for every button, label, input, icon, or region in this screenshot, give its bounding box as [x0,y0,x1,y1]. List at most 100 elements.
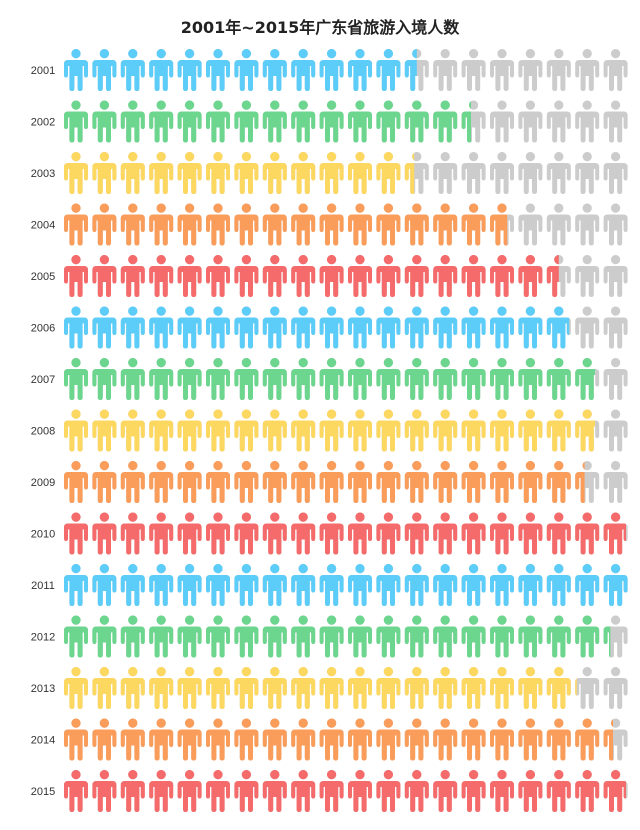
chart-row-2012: 2012 [31,615,628,658]
filled-person-icon [404,306,429,349]
y-tick-label: 2007 [31,374,55,386]
filled-person-icon [490,667,514,709]
filled-person-icon [518,615,543,658]
filled-person-icon [64,770,88,812]
y-tick-label: 2009 [31,477,55,489]
filled-person-icon [433,615,458,658]
empty-person-icon [490,152,514,194]
filled-person-icon [291,564,316,606]
filled-person-icon [64,306,88,349]
filled-person-icon [404,667,429,709]
filled-person-icon [376,461,401,503]
filled-person-icon [461,564,486,606]
filled-person-icon [546,718,571,761]
filled-person-icon [319,203,344,246]
filled-person-icon [120,512,145,555]
filled-person-icon [348,512,372,555]
filled-person-icon [518,461,543,503]
chart-row-2015: 2015 [31,770,628,812]
partial-person-icon [461,101,472,143]
y-tick-label: 2005 [31,271,55,283]
partial-person-icon [603,770,626,812]
filled-person-icon [490,615,514,658]
filled-person-icon [120,461,145,503]
filled-person-icon [64,409,88,452]
filled-person-icon [319,615,344,658]
y-tick-label: 2014 [31,735,55,747]
filled-person-icon [433,358,458,400]
filled-person-icon [234,718,259,761]
filled-person-icon [348,152,372,194]
filled-person-icon [348,461,372,503]
filled-person-icon [64,49,88,91]
filled-person-icon [319,49,344,91]
filled-person-icon [404,615,429,658]
filled-person-icon [518,770,543,812]
filled-person-icon [319,100,344,143]
filled-person-icon [262,718,287,761]
filled-person-icon [376,770,401,812]
filled-person-icon [149,615,174,658]
y-tick-label: 2013 [31,683,55,695]
filled-person-icon [92,100,117,143]
filled-person-icon [319,461,344,503]
filled-person-icon [149,100,174,143]
partial-person-icon [575,409,596,452]
filled-person-icon [376,49,401,91]
filled-person-icon [490,255,514,297]
filled-person-icon [376,409,401,452]
filled-person-icon [433,667,458,709]
filled-person-icon [206,203,230,246]
y-tick-label: 2008 [31,426,55,438]
filled-person-icon [206,255,230,297]
filled-person-icon [376,718,401,761]
chart-row-2004: 2004 [31,203,628,246]
filled-person-icon [262,461,287,503]
filled-person-icon [348,615,372,658]
empty-person-icon [490,100,514,143]
empty-person-icon [461,152,486,194]
filled-person-icon [149,358,174,400]
filled-person-icon [319,409,344,452]
filled-person-icon [404,255,429,297]
filled-person-icon [262,615,287,658]
filled-person-icon [64,152,88,194]
partial-person-icon [575,678,577,696]
empty-person-icon [546,152,571,194]
filled-person-icon [64,255,88,297]
filled-person-icon [461,409,486,452]
filled-person-icon [262,512,287,555]
filled-person-icon [433,770,458,812]
filled-person-icon [120,564,145,606]
filled-person-icon [404,512,429,555]
filled-person-icon [92,152,117,194]
chart-row-2006: 2006 [31,306,628,349]
chart-title: 2001年~2015年广东省旅游入境人数 [180,18,460,37]
filled-person-icon [262,203,287,246]
filled-person-icon [348,718,372,761]
chart-row-2005: 2005 [31,255,628,297]
filled-person-icon [404,100,429,143]
partial-person-icon [603,719,613,761]
filled-person-icon [206,564,230,606]
filled-person-icon [490,564,514,606]
filled-person-icon [490,306,514,349]
filled-person-icon [291,409,316,452]
filled-person-icon [518,718,543,761]
filled-person-icon [120,358,145,400]
filled-person-icon [546,358,571,400]
filled-person-icon [149,461,174,503]
filled-person-icon [177,718,202,761]
filled-person-icon [404,718,429,761]
filled-person-icon [433,203,458,246]
filled-person-icon [262,409,287,452]
filled-person-icon [348,306,372,349]
filled-person-icon [149,255,174,297]
empty-person-icon [575,667,600,709]
filled-person-icon [575,564,600,606]
filled-person-icon [120,667,145,709]
filled-person-icon [92,770,117,812]
filled-person-icon [177,255,202,297]
filled-person-icon [149,564,174,606]
